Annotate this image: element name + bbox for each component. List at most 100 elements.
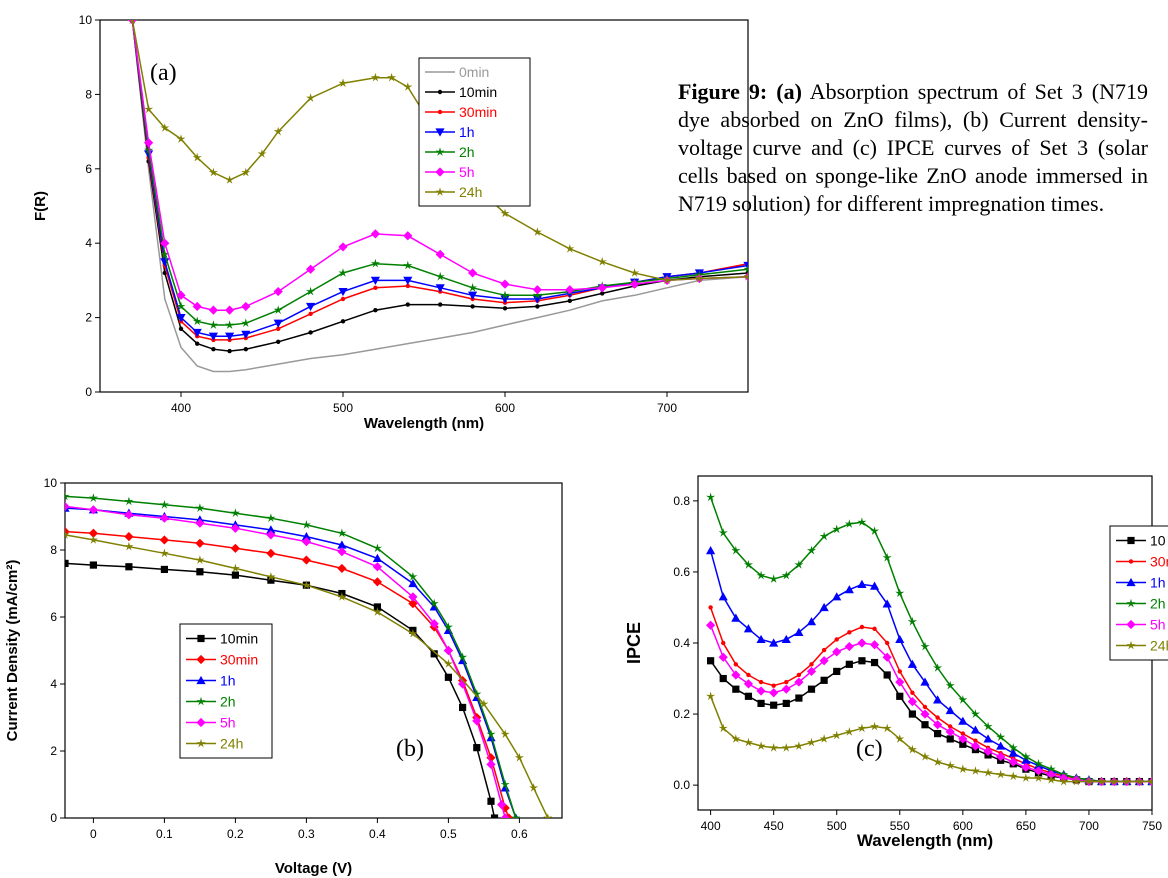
- legend-label: 30min: [220, 652, 258, 668]
- data-point: [769, 574, 779, 583]
- series-line: [131, 20, 748, 373]
- data-point: [794, 560, 804, 569]
- data-point: [266, 525, 276, 534]
- data-point: [769, 688, 779, 698]
- data-point: [707, 657, 715, 665]
- x-tick-label: 450: [764, 819, 784, 833]
- data-point: [983, 767, 993, 777]
- data-point: [771, 683, 776, 688]
- data-point: [435, 271, 445, 281]
- data-point: [870, 721, 880, 731]
- data-point: [970, 741, 981, 751]
- data-point: [1097, 776, 1107, 786]
- data-point: [920, 677, 930, 686]
- data-point: [743, 264, 748, 274]
- data-point: [408, 578, 418, 588]
- data-point: [896, 692, 904, 700]
- legend-marker: [196, 738, 206, 748]
- data-point: [176, 314, 186, 323]
- data-point: [945, 705, 955, 715]
- data-point: [1008, 748, 1018, 757]
- data-point: [807, 685, 816, 693]
- legend-marker: [435, 128, 445, 137]
- data-point: [832, 524, 842, 534]
- y-axis-label: Current Density (mA/cm²): [4, 560, 21, 742]
- data-point: [958, 734, 968, 744]
- data-point: [1033, 773, 1044, 782]
- data-point: [870, 526, 880, 535]
- data-point: [708, 605, 713, 610]
- data-point: [373, 603, 381, 611]
- data-point: [159, 535, 169, 545]
- data-point: [809, 662, 814, 667]
- data-point: [958, 695, 968, 704]
- data-point: [869, 581, 880, 590]
- legend-label: 30min: [1150, 554, 1168, 570]
- data-point: [372, 607, 382, 616]
- data-point: [124, 541, 134, 551]
- data-point: [933, 757, 943, 766]
- data-point: [882, 652, 892, 662]
- plot-area: [706, 492, 1152, 787]
- chart-b-current-voltage: 0 0.1 0.2 0.3 0.4 0.5 0.6 0 2 4 6 8 10 Voltage (V) Cur…: [4, 476, 563, 877]
- data-point: [746, 672, 751, 678]
- data-point: [372, 562, 382, 572]
- data-point: [500, 729, 510, 739]
- data-point: [124, 532, 134, 542]
- x-tick-label: 500: [827, 819, 847, 833]
- data-point: [733, 662, 739, 667]
- series-line: [709, 497, 1152, 783]
- data-point: [159, 513, 169, 523]
- x-tick-label: 650: [1016, 819, 1036, 833]
- data-point: [922, 704, 928, 710]
- data-point: [983, 734, 993, 743]
- y-tick-label: 6: [50, 610, 57, 624]
- legend-marker: [196, 717, 206, 728]
- series-line: [65, 505, 506, 818]
- data-point: [757, 699, 765, 708]
- data-point: [910, 690, 915, 695]
- data-point: [908, 710, 916, 718]
- data-point: [630, 268, 640, 277]
- data-point: [743, 560, 753, 569]
- data-point: [337, 540, 347, 549]
- data-point: [472, 689, 482, 698]
- data-point: [338, 242, 348, 252]
- caption-label: Figure 9:: [678, 79, 768, 104]
- data-point: [444, 673, 452, 681]
- data-point: [706, 546, 716, 555]
- data-point: [1033, 759, 1044, 768]
- legend-marker: [196, 654, 206, 665]
- data-point: [225, 305, 235, 315]
- legend-marker: [437, 89, 443, 95]
- data-point: [907, 616, 917, 626]
- data-point: [306, 302, 316, 312]
- data-point: [565, 244, 575, 253]
- panel-label: (a): [150, 60, 177, 86]
- data-point: [1071, 776, 1081, 786]
- data-point: [844, 585, 854, 594]
- series-line: [65, 530, 510, 818]
- data-point: [718, 592, 728, 601]
- data-point: [192, 301, 202, 312]
- data-point: [948, 724, 953, 729]
- data-point: [208, 332, 218, 341]
- data-point: [945, 760, 955, 770]
- data-point: [208, 167, 218, 177]
- data-point: [502, 306, 508, 311]
- x-axis-label: Wavelength (nm): [857, 831, 993, 850]
- data-point: [796, 672, 802, 678]
- series-10min: [65, 559, 499, 818]
- data-point: [125, 563, 133, 571]
- data-point: [933, 720, 943, 730]
- data-point: [529, 783, 539, 792]
- data-point: [857, 579, 867, 588]
- series-5h: [127, 20, 748, 315]
- data-point: [983, 721, 993, 731]
- data-point: [468, 268, 478, 278]
- data-point: [195, 503, 205, 512]
- data-point: [266, 548, 276, 558]
- data-point: [567, 298, 572, 304]
- data-point: [337, 592, 347, 601]
- data-point: [934, 730, 942, 738]
